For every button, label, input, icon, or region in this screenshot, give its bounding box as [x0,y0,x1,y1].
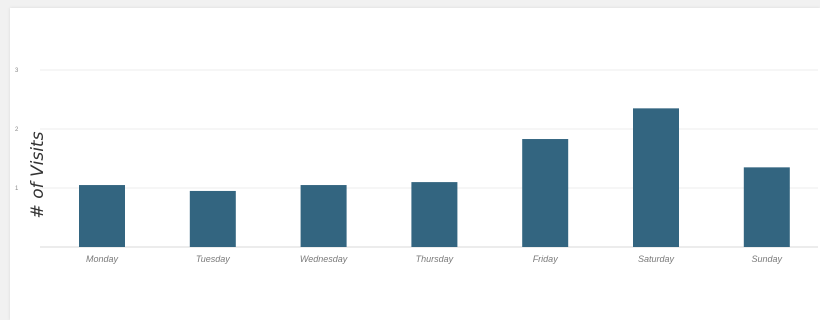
x-tick-label-saturday: Saturday [638,254,675,264]
x-tick-label-wednesday: Wednesday [300,254,348,264]
y-tick-label: 3 [15,68,19,74]
x-tick-labels: Monday Tuesday Wednesday Thursday Friday Satu… [86,254,783,264]
bar-friday [522,139,569,247]
x-tick-label-thursday: Thursday [416,254,454,264]
bar-chart: 1 2 3 Monday Tuesday Wednesday Thursday Friday… [15,68,818,264]
y-axis-label: # of Visits [28,131,48,218]
x-tick-label-sunday: Sunday [752,254,783,264]
y-tick-label: 1 [15,186,19,192]
bar-monday [79,185,125,247]
chart-card: 1 2 3 Monday Tuesday Wednesday Thursday Friday… [10,8,820,320]
x-tick-label-tuesday: Tuesday [196,254,230,264]
y-tick-labels: 1 2 3 [15,68,19,192]
bars [79,108,790,247]
bar-thursday [411,182,458,247]
bar-tuesday [189,190,236,247]
bar-saturday [633,108,679,247]
x-tick-label-friday: Friday [533,254,559,264]
x-tick-label-monday: Monday [86,254,119,264]
bar-wednesday [300,185,347,247]
bar-sunday [743,167,790,247]
y-tick-label: 2 [15,127,19,133]
